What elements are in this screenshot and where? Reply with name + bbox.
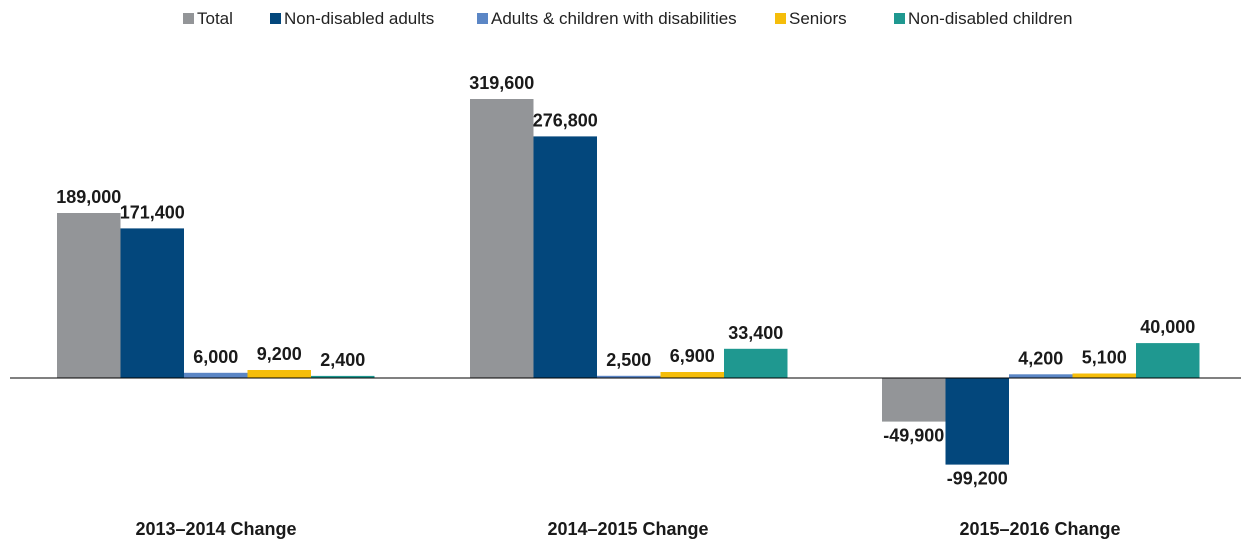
data-label-non-disabled-adults-2014-2015-change: 276,800 bbox=[533, 110, 598, 130]
bar-adults-and-children-with-disabilities-2015-2016-change bbox=[1009, 374, 1073, 378]
bar-adults-and-children-with-disabilities-2014-2015-change bbox=[597, 375, 661, 378]
bar-total-2013-2014-change bbox=[57, 213, 121, 378]
legend-swatch-total bbox=[183, 13, 194, 24]
data-label-non-disabled-adults-2015-2016-change: -99,200 bbox=[947, 469, 1008, 489]
data-label-total-2013-2014-change: 189,000 bbox=[56, 187, 121, 207]
data-label-non-disabled-children-2014-2015-change: 33,400 bbox=[728, 323, 783, 343]
bar-seniors-2015-2016-change bbox=[1072, 373, 1136, 378]
bars bbox=[57, 99, 1200, 465]
bar-non-disabled-adults-2015-2016-change bbox=[945, 378, 1009, 465]
data-label-non-disabled-children-2013-2014-change: 2,400 bbox=[320, 350, 365, 370]
data-label-total-2014-2015-change: 319,600 bbox=[469, 73, 534, 93]
legend-swatch-non-disabled-adults bbox=[270, 13, 281, 24]
bar-total-2014-2015-change bbox=[470, 99, 534, 378]
bar-non-disabled-children-2015-2016-change bbox=[1136, 343, 1200, 378]
legend-label-total: Total bbox=[197, 9, 233, 28]
data-label-seniors-2014-2015-change: 6,900 bbox=[670, 346, 715, 366]
bar-total-2015-2016-change bbox=[882, 378, 946, 422]
legend-swatch-seniors bbox=[775, 13, 786, 24]
category-labels: 2013–2014 Change 2014–2015 Change 2015–201… bbox=[135, 519, 1120, 539]
legend: Total Non-disabled adults Adults & childre… bbox=[183, 9, 1072, 28]
legend-item-total: Total bbox=[183, 9, 233, 28]
legend-item-non-disabled-children: Non-disabled children bbox=[894, 9, 1072, 28]
data-label-total-2015-2016-change: -49,900 bbox=[883, 426, 944, 446]
bar-non-disabled-children-2014-2015-change bbox=[724, 348, 788, 378]
legend-item-adults-and-children-with-disabilities: Adults & children with disabilities bbox=[477, 9, 737, 28]
bar-seniors-2014-2015-change bbox=[660, 372, 724, 378]
category-label-3: 2015–2016 Change bbox=[959, 519, 1120, 539]
legend-item-seniors: Seniors bbox=[775, 9, 847, 28]
legend-label-adults-and-children-with-disabilities: Adults & children with disabilities bbox=[491, 9, 737, 28]
legend-swatch-non-disabled-children bbox=[894, 13, 905, 24]
category-label-2: 2014–2015 Change bbox=[547, 519, 708, 539]
data-label-adults-and-children-with-disabilities-2014-2015-change: 2,500 bbox=[606, 350, 651, 370]
legend-item-non-disabled-adults: Non-disabled adults bbox=[270, 9, 434, 28]
data-label-non-disabled-children-2015-2016-change: 40,000 bbox=[1140, 317, 1195, 337]
data-label-seniors-2013-2014-change: 9,200 bbox=[257, 344, 302, 364]
category-label-1: 2013–2014 Change bbox=[135, 519, 296, 539]
data-label-seniors-2015-2016-change: 5,100 bbox=[1082, 348, 1127, 368]
data-label-adults-and-children-with-disabilities-2015-2016-change: 4,200 bbox=[1018, 348, 1063, 368]
bar-non-disabled-adults-2013-2014-change bbox=[120, 228, 184, 378]
bar-non-disabled-children-2013-2014-change bbox=[311, 375, 375, 378]
legend-label-non-disabled-adults: Non-disabled adults bbox=[284, 9, 434, 28]
bar-non-disabled-adults-2014-2015-change bbox=[533, 136, 597, 378]
data-label-non-disabled-adults-2013-2014-change: 171,400 bbox=[120, 202, 185, 222]
legend-label-non-disabled-children: Non-disabled children bbox=[908, 9, 1072, 28]
bar-seniors-2013-2014-change bbox=[247, 370, 311, 378]
bar-adults-and-children-with-disabilities-2013-2014-change bbox=[184, 372, 248, 378]
data-label-adults-and-children-with-disabilities-2013-2014-change: 6,000 bbox=[193, 347, 238, 367]
legend-swatch-adults-and-children-with-disabilities bbox=[477, 13, 488, 24]
legend-label-seniors: Seniors bbox=[789, 9, 847, 28]
